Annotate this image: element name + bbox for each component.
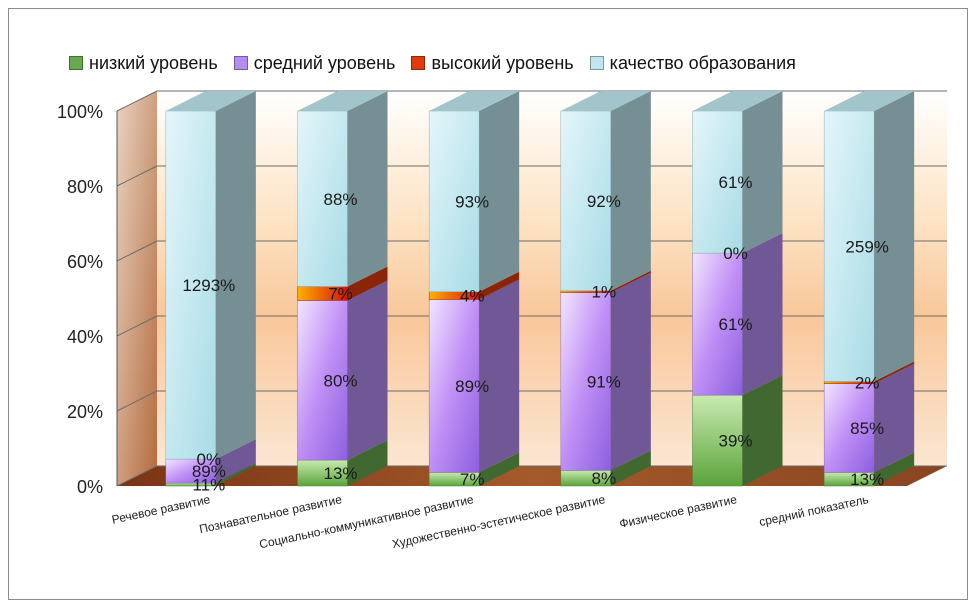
chart-plot: 0%20%40%60%80%100%11%89%0%1293%Речевое р…	[57, 90, 947, 551]
y-tick-label: 20%	[67, 402, 103, 422]
gridline-side	[116, 90, 158, 112]
legend-label: низкий уровень	[89, 52, 218, 73]
bar-top	[165, 91, 256, 111]
chart-side-wall	[117, 91, 157, 486]
bar-top	[297, 91, 388, 111]
gridline-side	[116, 165, 158, 187]
bar-segment	[692, 110, 743, 254]
x-tick-label: Физическое развитие	[618, 492, 738, 531]
legend-label: высокий уровень	[431, 52, 574, 73]
chart-back-wall	[157, 91, 947, 466]
data-label: 80%	[323, 371, 357, 390]
bar-top	[429, 91, 520, 111]
data-label: 8%	[592, 469, 617, 488]
data-label: 11%	[192, 476, 225, 495]
bar-segment	[297, 110, 348, 287]
bar-segment	[692, 252, 743, 396]
legend-swatch	[69, 56, 83, 70]
y-tick-label: 80%	[67, 177, 103, 197]
gridline-side	[116, 465, 158, 487]
bar-segment-side	[479, 279, 520, 473]
data-label: 259%	[845, 237, 888, 256]
bar-segment	[428, 299, 480, 473]
chart-legend: низкий уровень средний уровень высокий уро…	[69, 51, 796, 75]
bar-top	[824, 91, 915, 111]
data-label: 39%	[718, 432, 752, 451]
y-tick-label: 100%	[57, 102, 103, 122]
x-tick-label: средний показатель	[758, 492, 870, 529]
bar-segment-side	[610, 450, 651, 486]
bar-segment-side	[742, 91, 783, 254]
legend-swatch	[233, 56, 248, 70]
data-label: 85%	[850, 419, 884, 438]
chart-frame: низкий уровень средний уровень высокий уро…	[8, 8, 968, 600]
bar-segment-side	[347, 91, 388, 287]
data-label: 2%	[855, 374, 880, 393]
data-label: 0%	[723, 244, 748, 263]
gridline-side	[116, 240, 158, 262]
bar-top	[560, 91, 651, 111]
bar-segment	[560, 110, 612, 291]
data-label: 13%	[850, 470, 884, 489]
legend-item: низкий уровень	[69, 53, 218, 74]
x-tick-label: Социально-коммуникативное развитие	[258, 492, 475, 551]
y-tick-label: 40%	[67, 327, 103, 347]
bar-segment-side	[215, 439, 256, 484]
gridline-side	[116, 390, 158, 412]
bar-segment-side	[742, 233, 783, 396]
data-label: 89%	[455, 377, 489, 396]
data-label: 91%	[587, 373, 621, 392]
bar-segment	[428, 110, 480, 292]
bar-segment-side	[347, 440, 388, 486]
bar-segment-side	[610, 272, 651, 471]
legend-item: высокий уровень	[411, 52, 574, 74]
data-label: 7%	[460, 470, 485, 489]
data-label: 1%	[592, 283, 617, 302]
bar-segment-side	[347, 266, 388, 301]
y-tick-label: 0%	[77, 477, 103, 497]
bar-segment	[297, 459, 348, 487]
data-label: 4%	[460, 287, 485, 306]
legend-item: качество образования	[589, 52, 796, 74]
y-tick-label: 60%	[67, 252, 103, 272]
bar-segment	[297, 300, 348, 461]
bar-segment-side	[874, 91, 915, 382]
legend-swatch	[589, 56, 604, 70]
bar-segment-side	[874, 361, 915, 384]
bar-segment-side	[347, 280, 388, 461]
data-label: 61%	[718, 315, 752, 334]
bar-segment-side	[874, 452, 915, 486]
legend-item: средний уровень	[233, 52, 396, 74]
bar-segment-side	[874, 363, 915, 473]
bar-segment-side	[610, 91, 651, 291]
legend-label: качество образования	[609, 52, 796, 73]
bar-segment	[560, 292, 612, 471]
gridline-side	[116, 315, 158, 337]
data-label: 0%	[197, 450, 222, 469]
bar-segment-side	[479, 271, 520, 300]
data-label: 61%	[718, 173, 752, 192]
data-label: 13%	[323, 464, 357, 483]
data-label: 93%	[455, 192, 489, 211]
data-label: 7%	[328, 285, 353, 304]
x-tick-label: Речевое развитие	[110, 492, 211, 527]
bar-segment-side	[479, 91, 520, 292]
data-label: 88%	[323, 190, 357, 209]
bar-segment	[692, 394, 743, 487]
bar-segment-side	[742, 375, 783, 486]
bar-segment-side	[479, 452, 520, 486]
data-label: 92%	[587, 192, 621, 211]
legend-swatch	[411, 56, 426, 70]
bar-top	[692, 91, 783, 111]
x-tick-label: Художественно-эстетическое развитие	[391, 492, 607, 551]
legend-label: средний уровень	[253, 52, 396, 73]
bar-segment-side	[215, 91, 256, 460]
data-label: 1293%	[182, 276, 235, 295]
bar-segment-side	[215, 463, 256, 486]
data-label: 89%	[192, 462, 226, 481]
bar-segment	[823, 383, 875, 473]
bar-segment-side	[610, 270, 651, 293]
